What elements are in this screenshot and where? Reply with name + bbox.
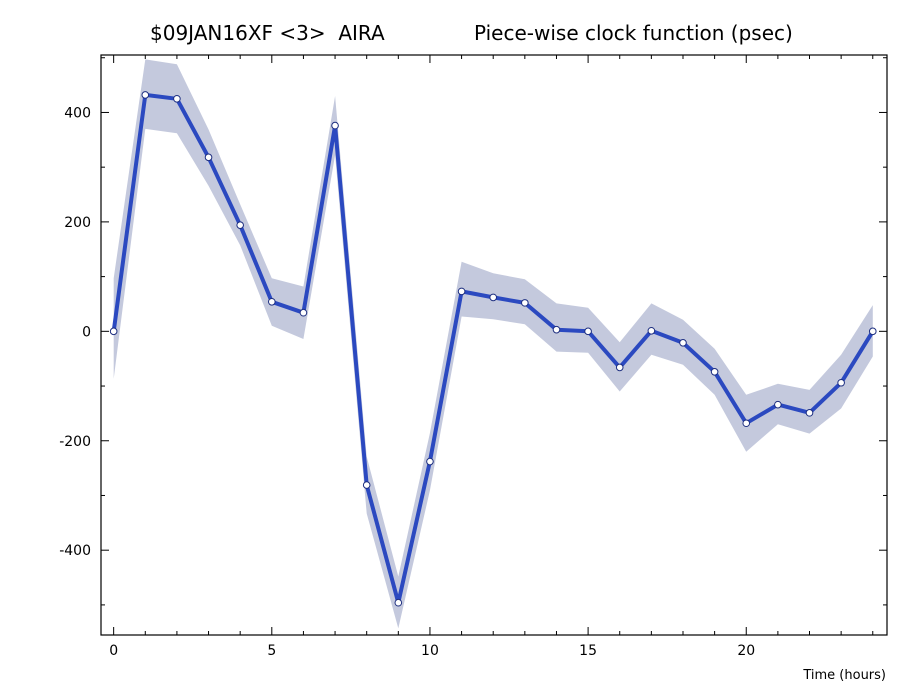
- data-point: [268, 297, 276, 306]
- confidence-band: [113, 59, 873, 629]
- data-point: [331, 121, 339, 130]
- data-point: [141, 91, 150, 99]
- y-tick-label: -400: [59, 543, 91, 559]
- x-axis-label: Time (hours): [802, 668, 886, 683]
- y-tick-label: -200: [59, 434, 91, 450]
- data-point: [426, 457, 434, 466]
- data-point: [299, 308, 308, 317]
- plot-frame: [100, 54, 888, 636]
- confidence-band-layer: [113, 59, 873, 629]
- x-tick-label: 20: [737, 643, 755, 659]
- y-tick-label: 400: [64, 105, 91, 121]
- y-tick-label: 0: [82, 324, 91, 340]
- y-tick-label: 200: [64, 215, 91, 231]
- data-point: [742, 419, 751, 428]
- x-tick-label: 0: [109, 643, 118, 659]
- data-point: [552, 325, 561, 334]
- data-point: [236, 221, 244, 229]
- series-line-layer: [111, 92, 875, 605]
- data-point-layer: [109, 91, 877, 607]
- series-line: [111, 92, 875, 605]
- data-point: [774, 400, 782, 409]
- data-point: [584, 327, 592, 336]
- data-point: [204, 153, 213, 162]
- axis-ticks: [101, 55, 887, 635]
- data-point: [173, 94, 181, 103]
- chart-title-right: Piece-wise clock function (psec): [474, 21, 793, 45]
- chart-title-left: $09JAN16XF <3> AIRA: [150, 21, 385, 45]
- data-point: [615, 363, 624, 372]
- x-tick-label: 10: [421, 643, 439, 659]
- x-tick-label: 5: [267, 643, 276, 659]
- x-tick-label: 15: [579, 643, 597, 659]
- data-point: [489, 293, 498, 302]
- data-point: [805, 409, 814, 417]
- data-point: [837, 378, 845, 387]
- data-point: [710, 368, 719, 376]
- data-point: [521, 299, 529, 307]
- data-point: [394, 598, 403, 607]
- x-tick-labels: 0 5 10 15 20: [109, 643, 755, 659]
- data-point: [109, 327, 118, 336]
- data-point: [647, 326, 656, 335]
- data-point: [457, 287, 466, 296]
- data-point: [868, 327, 877, 336]
- y-tick-labels: -400 -200 0 200 400: [59, 105, 91, 559]
- data-point: [362, 481, 371, 489]
- data-point: [679, 339, 687, 347]
